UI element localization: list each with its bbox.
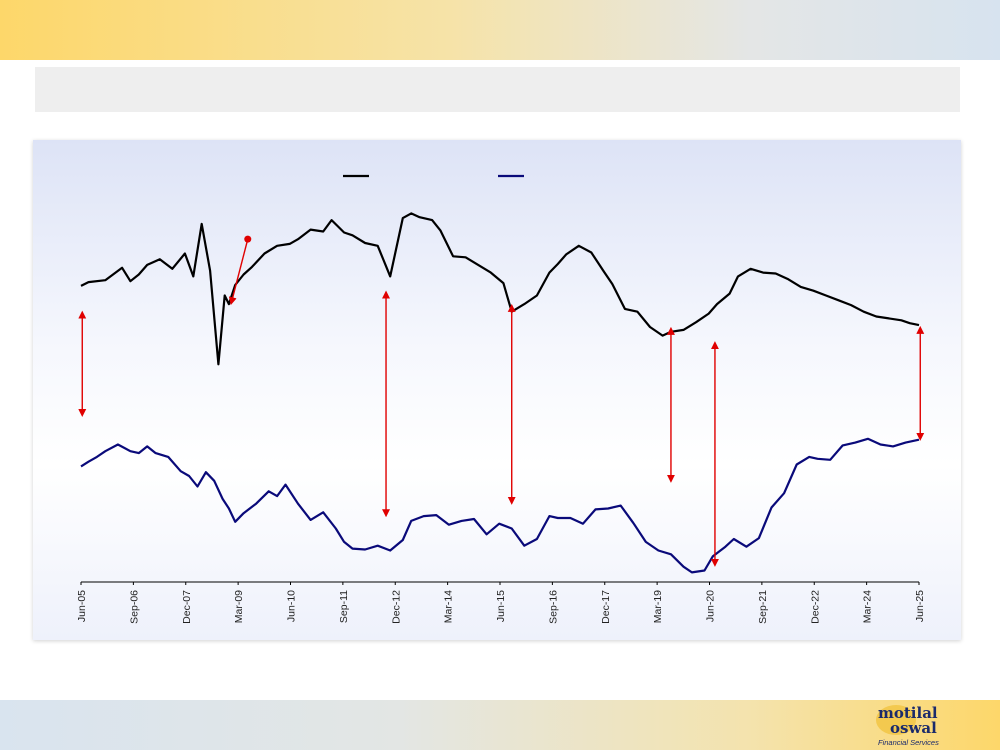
x-tick-label: Sep-16 xyxy=(547,590,559,624)
x-tick-label: Sep-11 xyxy=(338,590,350,623)
x-tick-label: Mar-19 xyxy=(652,590,664,623)
company-logo: motilal oswal Financial Services xyxy=(876,704,939,747)
logo-emblem xyxy=(876,705,916,735)
x-tick-label: Jun-25 xyxy=(914,590,926,622)
x-tick-label: Mar-09 xyxy=(233,590,245,623)
series-line-1 xyxy=(80,212,920,366)
x-tick-label: Dec-17 xyxy=(600,590,612,624)
x-tick-label: Mar-14 xyxy=(443,590,455,623)
x-tick-label: Jun-15 xyxy=(495,590,507,622)
x-tick-label: Jun-10 xyxy=(286,590,298,622)
chart-panel: Jun-05 Sep-06 Dec-07 Mar-09 Jun-10 Sep-11 Dec-… xyxy=(33,140,961,640)
line-chart: Jun-05 Sep-06 Dec-07 Mar-09 Jun-10 Sep-11 Dec-… xyxy=(76,174,926,624)
logo-line-2: oswal xyxy=(890,719,937,737)
logo-line-1: motilal xyxy=(878,704,938,722)
x-tick-label: Sep-06 xyxy=(128,590,140,624)
series-line-2 xyxy=(80,437,920,574)
x-tick-label: Dec-12 xyxy=(390,590,402,624)
x-tick-label: Jun-05 xyxy=(76,590,88,622)
header-band xyxy=(0,0,1000,60)
x-tick-label: Mar-24 xyxy=(862,590,874,623)
title-bar xyxy=(35,67,960,112)
x-tick-label: Dec-07 xyxy=(181,590,193,624)
footer-band xyxy=(0,700,1000,750)
x-tick-label: Sep-21 xyxy=(757,590,769,624)
x-tick-label: Jun-20 xyxy=(705,590,717,622)
x-tick-label: Dec-22 xyxy=(809,590,821,624)
pointer-arrow xyxy=(228,238,249,306)
logo-line-3: Financial Services xyxy=(878,738,939,747)
